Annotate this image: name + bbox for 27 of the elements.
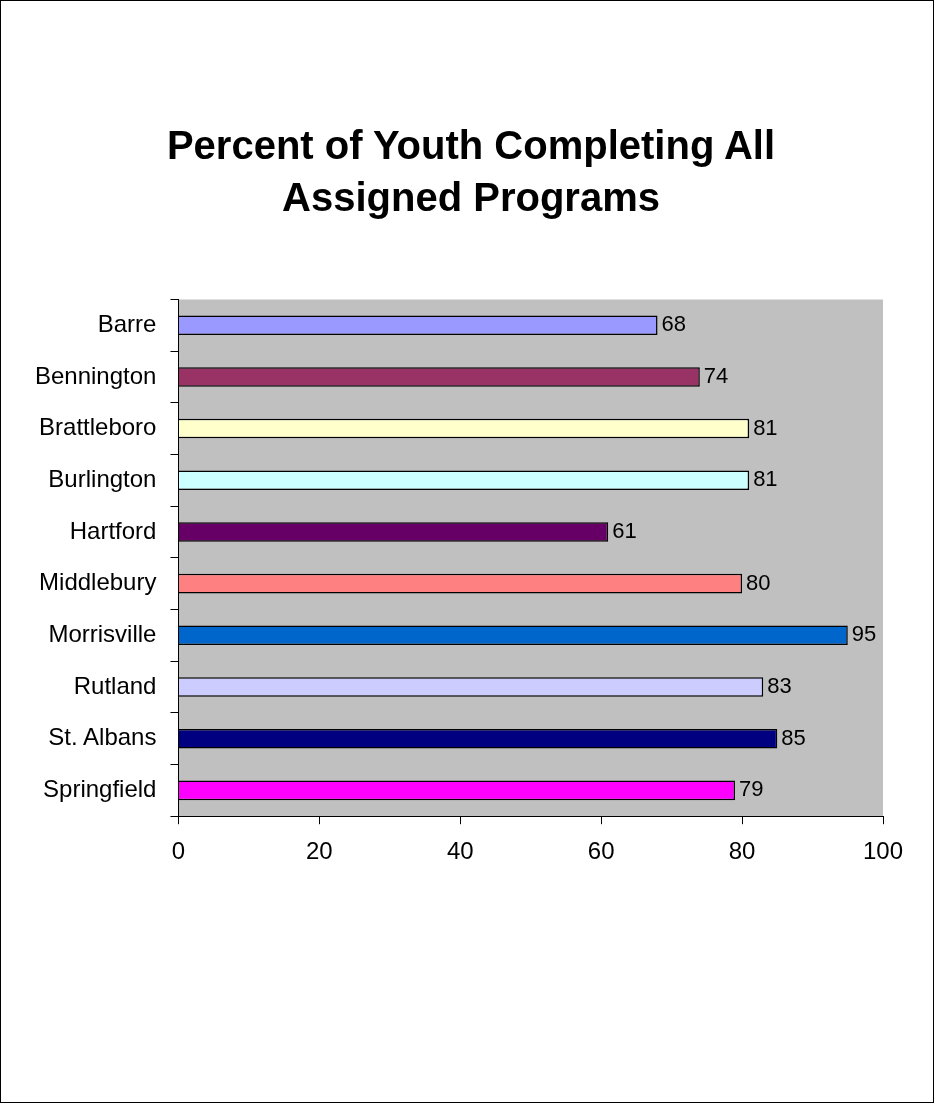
data-label: 85 — [781, 724, 806, 750]
data-label: 74 — [703, 362, 729, 388]
y-tick-label: Springfield — [43, 774, 157, 802]
y-tick-label: Morrisville — [48, 619, 157, 647]
data-label: 79 — [739, 776, 764, 802]
data-label: 61 — [612, 518, 637, 544]
x-tick-label: 60 — [587, 837, 615, 865]
x-tick-label: 80 — [728, 837, 756, 865]
y-tick-label: Middlebury — [39, 568, 157, 596]
data-label: 68 — [661, 311, 687, 337]
data-label: 80 — [746, 569, 771, 595]
y-tick-label: Rutland — [73, 671, 157, 699]
x-tick-label: 40 — [446, 837, 474, 865]
data-label: 81 — [753, 466, 778, 492]
data-label: 95 — [851, 621, 877, 647]
y-tick-label: Hartford — [69, 516, 157, 544]
data-label: 81 — [753, 414, 778, 440]
x-tick-label: 20 — [306, 837, 333, 865]
data-label: 83 — [767, 673, 792, 699]
x-tick-label: 100 — [862, 837, 904, 865]
y-tick-label: Barre — [97, 309, 157, 337]
chart-title: Percent of Youth Completing All Assigned Programs — [165, 122, 777, 221]
y-tick-label: Brattleboro — [39, 413, 157, 441]
y-tick-label: Burlington — [48, 464, 157, 492]
y-tick-label: Bennington — [34, 361, 157, 389]
y-tick-label: St. Albans — [48, 723, 157, 751]
x-tick-label: 0 — [171, 837, 186, 865]
